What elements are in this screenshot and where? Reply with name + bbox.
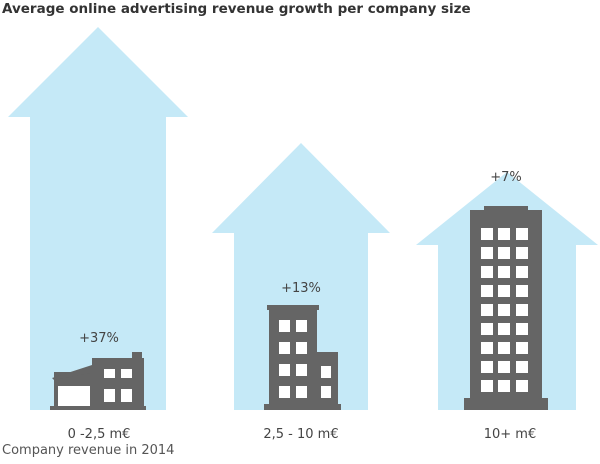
category-label: 0 -2,5 m€ [68,427,131,442]
chart-labels: +37% +13% +7% 0 -2,5 m€ 2,5 - 10 m€ 10+ … [68,170,537,442]
small-house-icon [50,352,146,410]
chart-title: Average online advertising revenue growt… [2,1,471,17]
x-axis-label: Company revenue in 2014 [2,443,175,458]
category-label: 2,5 - 10 m€ [263,427,338,442]
growth-arrow-bar [212,143,390,410]
category-label: 10+ m€ [484,427,537,442]
growth-arrow-bar [8,27,188,410]
value-label: +7% [490,170,522,185]
value-label: +13% [281,281,321,296]
mid-rise-building-icon [264,305,341,410]
value-label: +37% [79,331,119,346]
company-size-buildings [50,206,548,410]
skyscraper-icon [464,206,548,410]
